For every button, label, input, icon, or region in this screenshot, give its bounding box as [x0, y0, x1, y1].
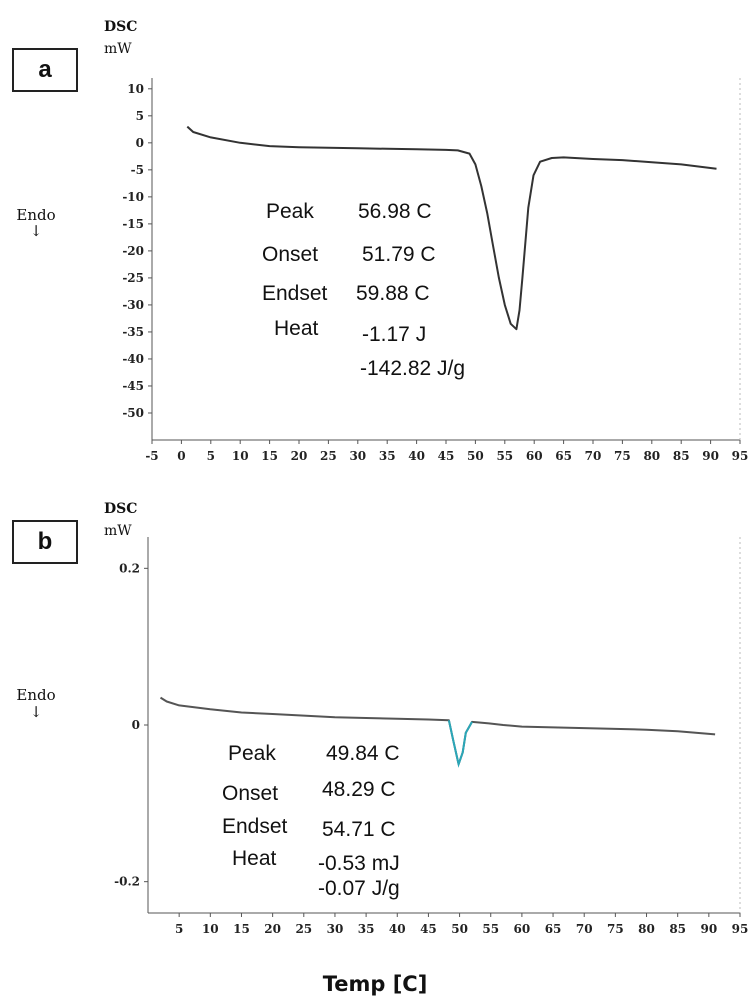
- panel-b-xtick-label-13: 70: [576, 922, 593, 936]
- panel-b-xtick-label-16: 85: [669, 922, 686, 936]
- panel-a-heat-label: Heat: [274, 317, 319, 340]
- panel-b-ytick-label-2: -0.2: [114, 875, 140, 889]
- panel-b-xtick-label-4: 25: [295, 922, 312, 936]
- panel-a-ytick-label-4: -10: [122, 190, 144, 204]
- panel-a-xtick-label-10: 45: [438, 449, 455, 463]
- panel-b-endset-label: Endset: [222, 815, 288, 838]
- panel-a-onset-value: 51.79 C: [362, 243, 436, 266]
- panel-b-endo-label: Endo: [16, 686, 56, 704]
- panel-a-xtick-label-2: 5: [207, 449, 215, 463]
- panel-b-peak-label: Peak: [228, 742, 276, 765]
- panel-b-ytick-label-1: 0: [132, 718, 140, 732]
- panel-b-xtick-label-1: 10: [202, 922, 219, 936]
- panel-b-xtick-label-14: 75: [607, 922, 624, 936]
- panel-b-xtick-label-12: 65: [545, 922, 562, 936]
- panel-b-xtick-label-11: 60: [514, 922, 531, 936]
- panel-a-ytick-label-5: -15: [122, 217, 144, 231]
- panel-b-xtick-label-2: 15: [233, 922, 250, 936]
- panel-b-xtick-label-5: 30: [327, 922, 344, 936]
- panel-b-endset-value: 54.71 C: [322, 818, 396, 841]
- panel-a-ylabel-dsc: DSC: [104, 19, 138, 35]
- panel-a-ytick-label-3: -5: [131, 163, 144, 177]
- panel-b-ytick-label-0: 0.2: [119, 561, 140, 575]
- panel-a-ytick-label-2: 0: [136, 136, 144, 150]
- panel-b-xtick-label-6: 35: [358, 922, 375, 936]
- panel-a-xtick-label-12: 55: [496, 449, 513, 463]
- panel-a-ytick-label-7: -25: [122, 271, 144, 285]
- panel-a-ylabel-unit: mW: [104, 41, 132, 57]
- panel-a-xtick-label-15: 70: [585, 449, 602, 463]
- panel-b-plot: 0.2 0 -0.2 5 10 15 20 25 30 35 40 45 50 55 60 65 70 75 80 8…: [114, 537, 748, 936]
- panel-b-ylabel-dsc: DSC: [104, 501, 138, 517]
- panel-a-ytick-label-11: -45: [122, 379, 144, 393]
- panel-a-xtick-label-20: 95: [732, 449, 749, 463]
- panel-a-peak-label: Peak: [266, 200, 314, 223]
- panel-a-xtick-label-5: 20: [291, 449, 308, 463]
- panel-b-heat-specific: -0.07 J/g: [318, 877, 400, 900]
- panel-a-label: a: [12, 48, 78, 92]
- panel-a-xtick-label-4: 15: [261, 449, 278, 463]
- panel-a-xtick-label-8: 35: [379, 449, 396, 463]
- panel-a-ytick-label-9: -35: [122, 325, 144, 339]
- panel-a-ytick-label-8: -30: [122, 298, 144, 312]
- panel-a-xtick-label-6: 25: [320, 449, 337, 463]
- panel-a-xtick-label-13: 60: [526, 449, 543, 463]
- panel-a-ytick-label-12: -50: [122, 406, 144, 420]
- panel-a-xtick-label-11: 50: [467, 449, 484, 463]
- panel-a-xtick-label-0: -5: [145, 449, 158, 463]
- x-axis-title: Temp [C]: [322, 972, 428, 996]
- panel-b-xtick-label-3: 20: [264, 922, 281, 936]
- panel-b-xtick-label-8: 45: [420, 922, 437, 936]
- panel-b-peak-highlight: [447, 720, 473, 768]
- panel-a-xtick-label-1: 0: [177, 449, 185, 463]
- panel-a-dsc-curve-0: [186, 125, 717, 331]
- panel-a-heat-value: -1.17 J: [362, 323, 427, 346]
- panel-a-ytick-label-1: 5: [136, 109, 144, 123]
- panel-b-xtick-label-0: 5: [175, 922, 183, 936]
- panel-b-xtick-label-10: 55: [482, 922, 499, 936]
- panel-b-peak-value: 49.84 C: [326, 742, 400, 765]
- panel-a-ytick-label-0: 10: [127, 82, 144, 96]
- panel-b-xtick-label-15: 80: [638, 922, 655, 936]
- panel-a-xtick-label-18: 85: [673, 449, 690, 463]
- panel-b-onset-value: 48.29 C: [322, 778, 396, 801]
- panel-b-ylabel-unit: mW: [104, 523, 132, 539]
- panel-a-xtick-label-19: 90: [702, 449, 719, 463]
- panel-a-xtick-label-16: 75: [614, 449, 631, 463]
- panel-a-peak-value: 56.98 C: [358, 200, 432, 223]
- panel-a-xtick-label-7: 30: [349, 449, 366, 463]
- panel-a-xtick-label-14: 65: [555, 449, 572, 463]
- panel-b-heat-label: Heat: [232, 847, 277, 870]
- panel-a-ytick-label-6: -20: [122, 244, 144, 258]
- panel-b-xtick-label-7: 40: [389, 922, 406, 936]
- panel-b-onset-label: Onset: [222, 782, 279, 805]
- panel-b-endo-arrow: ↓: [29, 703, 43, 721]
- panel-a-ytick-label-10: -40: [122, 352, 144, 366]
- panel-a-xtick-label-3: 10: [232, 449, 249, 463]
- panel-a-xtick-label-9: 40: [408, 449, 425, 463]
- panel-a-endo-label: Endo: [16, 206, 56, 224]
- panel-a-endo-arrow: ↓: [29, 222, 43, 240]
- panel-a-xtick-label-17: 80: [643, 449, 660, 463]
- panel-b-label: b: [12, 520, 78, 564]
- panel-a-endset-label: Endset: [262, 282, 328, 305]
- panel-b-xtick-label-17: 90: [700, 922, 717, 936]
- panel-b-xtick-label-9: 50: [451, 922, 468, 936]
- panel-b-heat-value: -0.53 mJ: [318, 852, 400, 875]
- panel-a-endset-value: 59.88 C: [356, 282, 430, 305]
- panel-b-xtick-label-18: 95: [732, 922, 749, 936]
- panel-a-onset-label: Onset: [262, 243, 319, 266]
- panel-a-heat-specific: -142.82 J/g: [360, 357, 466, 380]
